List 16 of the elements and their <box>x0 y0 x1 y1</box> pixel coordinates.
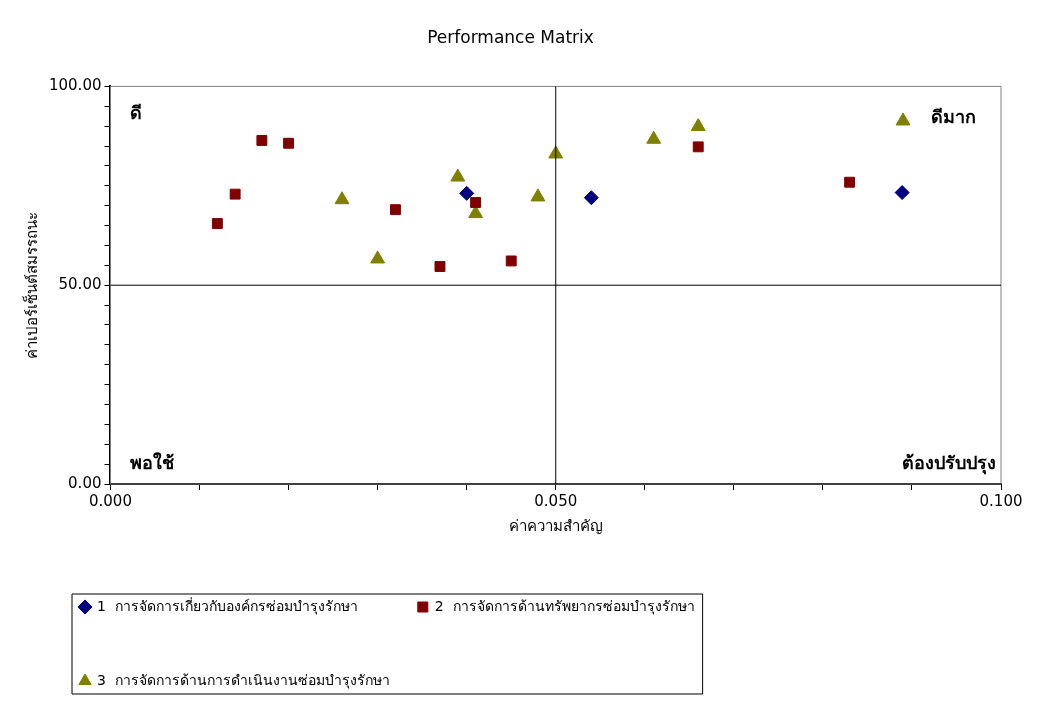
x-tick-label: 0.100 <box>979 491 1023 510</box>
annotation: ต้องปรับปรุง <box>902 451 996 475</box>
y-axis-title: ค่าเปอร์เซ็นต์สมรรถนะ <box>21 211 41 359</box>
annotation: ดี <box>130 102 143 124</box>
x-tick-label: 0.000 <box>89 491 132 510</box>
x-tick-label: 0.050 <box>534 491 578 510</box>
annotation: ดีมาก <box>931 106 976 128</box>
y-tick-label: 0.00 <box>68 473 102 492</box>
legend-label: 2 การจัดการด้านทรัพยากรซ่อมบำรุงรักษา <box>434 597 695 615</box>
legend-label: 3 การจัดการด้านการดำเนินงานซ่อมบำรุงรักษา <box>97 671 390 689</box>
annotation: พอใช้ <box>130 451 175 473</box>
y-tick-label: 100.00 <box>48 76 102 95</box>
legend-label: 1 การจัดการเกี่ยวกับองค์กรซ่อมบำรุงรักษา <box>97 596 358 615</box>
chart-title: Performance Matrix <box>427 26 594 47</box>
x-axis-title: ค่าความสำคัญ <box>508 516 603 535</box>
y-tick-label: 50.00 <box>58 275 102 294</box>
